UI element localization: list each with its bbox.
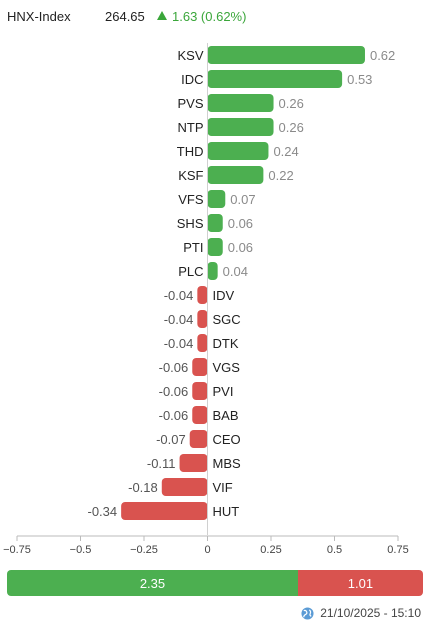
bar-thd	[207, 142, 269, 160]
category-label: PVS	[177, 96, 203, 111]
category-label: IDV	[213, 288, 235, 303]
index-header: HNX-Index 264.65 1.63 (0.62%)	[7, 9, 423, 27]
value-label: -0.04	[164, 312, 194, 327]
bar-idc	[207, 70, 343, 88]
value-label: -0.06	[159, 408, 189, 423]
category-label: KSF	[178, 168, 203, 183]
bar-vgs	[192, 358, 208, 376]
category-label: CEO	[213, 432, 241, 447]
bar-pvi	[192, 382, 208, 400]
category-label: SGC	[213, 312, 241, 327]
timestamp-text: 21/10/2025 - 15:10	[320, 606, 421, 620]
bar-idv	[197, 286, 208, 304]
index-change: 1.63 (0.62%)	[157, 9, 246, 24]
value-label: -0.04	[164, 288, 194, 303]
x-tick-label: −0.75	[3, 544, 31, 556]
x-tick-label: 0	[204, 544, 210, 556]
category-label: THD	[177, 144, 204, 159]
down-contribution-segment: 1.01	[297, 570, 423, 596]
value-label: 0.26	[279, 96, 304, 111]
category-label: IDC	[181, 72, 203, 87]
value-label: 0.26	[279, 120, 304, 135]
x-tick-label: 0.5	[327, 544, 342, 556]
value-label: 0.06	[228, 240, 253, 255]
breadth-bar: 2.35 1.01	[7, 570, 423, 596]
bar-pvs	[207, 94, 274, 112]
value-label: -0.11	[147, 456, 176, 471]
category-label: PLC	[178, 264, 203, 279]
value-label: 0.06	[228, 216, 253, 231]
bar-pti	[207, 238, 223, 256]
bar-plc	[207, 262, 218, 280]
value-label: -0.04	[164, 336, 194, 351]
category-label: KSV	[177, 48, 203, 63]
timestamp: 21/10/2025 - 15:10	[301, 606, 421, 620]
up-triangle-icon	[157, 11, 167, 20]
x-tick-label: −0.5	[70, 544, 92, 556]
category-label: DTK	[213, 336, 239, 351]
bar-dtk	[197, 334, 208, 352]
value-label: 0.53	[347, 72, 372, 87]
contribution-bar-chart: KSV 0.62 IDC 0.53 PVS 0.26 NTP 0.26 THD 0.24 KSF 0.…	[3, 43, 409, 556]
value-label: 0.07	[230, 192, 255, 207]
value-label: -0.18	[128, 480, 158, 495]
x-tick-label: −0.25	[130, 544, 158, 556]
bar-hut	[121, 502, 208, 520]
bar-ntp	[207, 118, 274, 136]
bar-shs	[207, 214, 223, 232]
category-label: VGS	[213, 360, 241, 375]
x-tick-label: 0.75	[387, 544, 408, 556]
value-label: -0.06	[159, 384, 189, 399]
bar-sgc	[197, 310, 208, 328]
up-contribution-segment: 2.35	[7, 570, 298, 596]
value-label: 0.62	[370, 48, 395, 63]
category-label: PTI	[183, 240, 203, 255]
up-total-label: 2.35	[139, 575, 166, 591]
bar-mbs	[179, 454, 208, 472]
category-label: SHS	[177, 216, 204, 231]
value-label: -0.34	[87, 504, 117, 519]
bar-vfs	[207, 190, 226, 208]
bar-ksf	[207, 166, 264, 184]
category-label: BAB	[213, 408, 239, 423]
category-label: MBS	[213, 456, 242, 471]
value-label: -0.06	[159, 360, 189, 375]
index-change-text: 1.63 (0.62%)	[172, 9, 247, 24]
category-label: PVI	[213, 384, 234, 399]
category-label: NTP	[178, 120, 204, 135]
bar-ksv	[207, 46, 365, 64]
value-label: 0.22	[268, 168, 293, 183]
x-tick-label: 0.25	[260, 544, 281, 556]
value-label: 0.24	[273, 144, 298, 159]
globe-icon	[301, 606, 314, 620]
category-label: VFS	[178, 192, 204, 207]
value-label: 0.04	[223, 264, 248, 279]
bar-bab	[192, 406, 208, 424]
index-name: HNX-Index	[7, 9, 71, 24]
value-label: -0.07	[156, 432, 186, 447]
bar-vif	[161, 478, 208, 496]
down-total-label: 1.01	[347, 575, 374, 591]
index-value: 264.65	[105, 9, 145, 24]
category-label: VIF	[213, 480, 233, 495]
bar-ceo	[189, 430, 208, 448]
category-label: HUT	[213, 504, 240, 519]
